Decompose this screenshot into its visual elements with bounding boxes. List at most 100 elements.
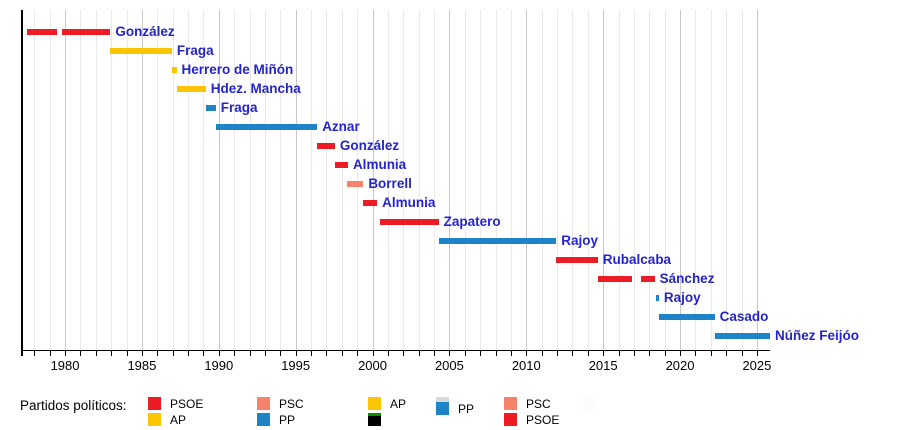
- gridline-1994: [280, 10, 282, 350]
- axis-tick-2021: [695, 351, 697, 356]
- bar-label-sanchez: Sánchez: [659, 270, 715, 286]
- legend-label-psc-4: PSC: [526, 396, 551, 411]
- gridline-1992: [249, 10, 251, 350]
- bar-label-borrell: Borrell: [368, 175, 412, 191]
- bar-label-gonzalez: González: [339, 137, 400, 153]
- bar-label-hdez-mancha: Hdez. Mancha: [210, 80, 301, 96]
- axis-tick-label-1985: 1985: [127, 357, 157, 373]
- axis-tick-1987: [172, 351, 174, 356]
- gridline-2010: [526, 10, 528, 350]
- axis-tick-2019: [664, 351, 666, 356]
- gridline-1986: [157, 10, 159, 350]
- axis-tick-2006: [464, 351, 466, 356]
- legend-swatch-unlabeled-2: [368, 416, 381, 426]
- axis-tick-1994: [280, 351, 282, 356]
- axis-tick-label-2005: 2005: [434, 357, 464, 373]
- gridline-2025: [756, 10, 758, 350]
- axis-tick-2000: [372, 351, 374, 356]
- axis-tick-2007: [480, 351, 482, 356]
- axis-tick-1979: [49, 351, 51, 356]
- legend-swatch-pp-1: [257, 413, 270, 426]
- axis-tick-1992: [249, 351, 251, 356]
- axis-tick-label-2020: 2020: [665, 357, 695, 373]
- bar-label-rubalcaba: Rubalcaba: [602, 251, 672, 267]
- bar-label-herrero-de-minon: Herrero de Miñón: [181, 61, 294, 77]
- axis-tick-1989: [203, 351, 205, 356]
- gridline-2006: [464, 10, 466, 350]
- bar-almunia: [363, 199, 378, 206]
- gridline-1983: [111, 10, 113, 350]
- axis-tick-label-1980: 1980: [50, 357, 80, 373]
- axis-tick-2025: [756, 351, 758, 356]
- axis-tick-2017: [633, 351, 635, 356]
- bar-label-almunia: Almunia: [352, 156, 407, 172]
- gridline-1988: [188, 10, 190, 350]
- legend-label-psc-1: PSC: [279, 396, 304, 411]
- bar-gonzalez: [317, 142, 335, 149]
- y-axis: [21, 10, 23, 356]
- axis-tick-1980: [65, 351, 67, 356]
- axis-tick-2020: [680, 351, 682, 356]
- bar-almunia: [334, 161, 348, 168]
- bar-fraga: [110, 47, 172, 54]
- gridline-1993: [264, 10, 266, 350]
- legend-swatch-psoe-0: [148, 397, 161, 410]
- bar-casado: [658, 313, 715, 320]
- axis-tick-label-1995: 1995: [281, 357, 311, 373]
- gridline-2016: [618, 10, 620, 350]
- axis-tick-1984: [126, 351, 128, 356]
- axis-tick-1993: [264, 351, 266, 356]
- axis-tick-1995: [295, 351, 297, 356]
- gridline-2000: [372, 10, 374, 350]
- gridline-1978: [34, 10, 36, 350]
- axis-tick-2024: [741, 351, 743, 356]
- axis-tick-2016: [618, 351, 620, 356]
- bar-hdez-mancha: [176, 85, 206, 92]
- bar-herrero-de-minon: [171, 66, 177, 73]
- gridline-2009: [510, 10, 512, 350]
- bar-zapatero: [380, 218, 439, 225]
- legend-label-psoe-0: PSOE: [170, 396, 204, 411]
- bar-label-rajoy: Rajoy: [663, 289, 701, 305]
- gridline-2022: [710, 10, 712, 350]
- legend-swatch-psc-1: [257, 397, 270, 410]
- gridline-2005: [449, 10, 451, 350]
- bar-aznar: [215, 123, 318, 130]
- gridline-2001: [387, 10, 389, 350]
- legend-swatch-unlabeled-5: [583, 397, 596, 410]
- bar-label-gonzalez: González: [115, 23, 175, 39]
- axis-tick-1998: [341, 351, 343, 356]
- axis-tick-2023: [726, 351, 728, 356]
- gridline-2018: [649, 10, 651, 350]
- legend-label-ap-0: AP: [170, 412, 187, 427]
- gridline-1991: [234, 10, 236, 350]
- bar-sanchez-2: [640, 275, 655, 282]
- axis-tick-2010: [526, 351, 528, 356]
- axis-tick-label-2000: 2000: [358, 357, 387, 373]
- gridline-1989: [203, 10, 205, 350]
- axis-tick-2005: [449, 351, 451, 356]
- x-axis: [21, 349, 770, 351]
- bar-label-zapatero: Zapatero: [443, 213, 501, 229]
- gridline-1979: [49, 10, 51, 350]
- axis-tick-1983: [111, 351, 113, 356]
- axis-tick-2002: [403, 351, 405, 356]
- gridline-2002: [403, 10, 405, 350]
- axis-tick-1990: [218, 351, 220, 356]
- axis-tick-label-2015: 2015: [588, 357, 618, 373]
- bar-label-casado: Casado: [719, 308, 769, 324]
- axis-tick-2013: [572, 351, 574, 356]
- bar-gonzalez: [27, 28, 57, 35]
- bar-rubalcaba: [556, 256, 598, 263]
- axis-tick-1988: [188, 351, 190, 356]
- gridline-1990: [218, 10, 220, 350]
- gridline-2007: [480, 10, 482, 350]
- legend-label-ap-2: AP: [390, 396, 407, 411]
- gridline-2023: [726, 10, 728, 350]
- legend-label-pp-3: PP: [458, 401, 475, 416]
- gridline-2021: [695, 10, 697, 350]
- gridline-1996: [311, 10, 313, 350]
- axis-tick-2014: [587, 351, 589, 356]
- gridline-2013: [572, 10, 574, 350]
- legend-swatch-cap-unlabeled-2: [368, 413, 381, 416]
